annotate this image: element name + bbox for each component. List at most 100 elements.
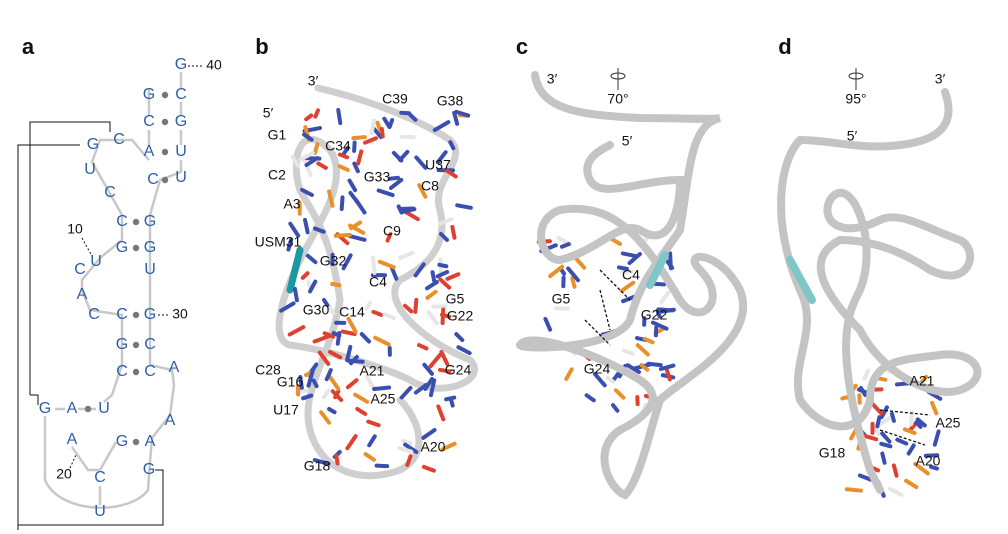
base-stick	[327, 304, 336, 316]
nucleotide: G	[39, 400, 51, 417]
base-stick	[915, 417, 927, 428]
residue-label: 3′	[547, 71, 558, 87]
base-stick	[880, 451, 887, 465]
base-stick	[403, 442, 419, 454]
residue-label: G32	[320, 253, 347, 269]
base-pair-dot	[161, 176, 169, 184]
base-stick	[430, 270, 437, 283]
nucleotide: A	[67, 400, 78, 417]
base-stick	[364, 300, 373, 311]
base-stick	[345, 434, 358, 451]
base-stick	[448, 140, 456, 151]
base-stick	[290, 154, 301, 169]
base-stick	[322, 297, 330, 308]
nucleotide: G	[143, 86, 155, 103]
base-stick	[543, 316, 553, 332]
base-stick	[862, 368, 871, 381]
base-stick	[375, 120, 383, 133]
base-stick	[437, 217, 454, 226]
base-stick	[359, 332, 372, 344]
nucleotide: C	[94, 469, 106, 486]
residue-label: A20	[916, 453, 941, 469]
base-stick	[620, 251, 639, 259]
base-stick	[625, 363, 642, 375]
base-stick	[336, 108, 343, 126]
residue-label: A25	[371, 391, 396, 407]
residue-label: G16	[277, 374, 304, 390]
base-stick	[417, 343, 429, 351]
base-stick	[659, 290, 671, 305]
base-stick	[337, 152, 350, 160]
base-stick	[337, 164, 350, 172]
residue-label: 5′	[263, 105, 274, 121]
backbone-tube	[515, 71, 747, 500]
base-stick	[621, 348, 635, 356]
base-stick	[919, 374, 929, 385]
base-stick	[352, 161, 360, 174]
modified-residue	[786, 256, 816, 304]
base-stick	[347, 178, 358, 193]
base-stick	[413, 297, 419, 314]
base-stick	[308, 279, 318, 294]
residue-label: G38	[437, 93, 464, 109]
nucleotide: C	[116, 363, 128, 380]
base-stick	[400, 438, 413, 446]
base-stick	[605, 375, 616, 384]
base-stick	[548, 264, 565, 279]
base-stick	[355, 406, 368, 416]
base-stick	[639, 362, 650, 372]
panel-letter: d	[778, 34, 791, 59]
base-stick	[382, 312, 396, 320]
base-stick	[340, 329, 357, 337]
base-stick	[932, 429, 941, 447]
base-stick	[327, 349, 343, 360]
nucleotide: C	[116, 213, 128, 230]
nucleotide: C	[144, 336, 156, 353]
residue-label: C9	[383, 223, 401, 239]
base-stick	[656, 307, 675, 313]
nucleotide: C	[144, 363, 156, 380]
base-stick	[564, 367, 574, 381]
residue-label: G18	[819, 445, 846, 461]
base-stick	[635, 343, 650, 357]
base-stick	[316, 161, 328, 170]
residue-label: C14	[339, 304, 365, 320]
residue-label: G18	[304, 458, 331, 474]
modified-residue	[286, 246, 304, 294]
base-stick	[402, 303, 414, 314]
base-stick	[437, 262, 449, 269]
base-stick	[658, 363, 676, 372]
base-stick	[301, 393, 314, 401]
residue-label: G24	[584, 361, 611, 377]
residue-label: G24	[445, 362, 472, 378]
base-stick	[300, 271, 310, 280]
base-stick	[379, 126, 385, 139]
residue-label: 5′	[622, 133, 633, 149]
base-stick	[432, 120, 451, 133]
base-stick	[422, 362, 434, 376]
residue-label: G5	[552, 291, 571, 307]
base-stick	[844, 487, 863, 493]
base-stick	[356, 149, 364, 166]
base-stick	[454, 109, 471, 118]
base-pair-dot	[132, 244, 140, 252]
base-stick	[339, 195, 345, 212]
tertiary-bracket	[29, 121, 111, 395]
nucleotide: G	[144, 213, 156, 230]
base-stick	[324, 368, 333, 382]
base-sticks	[279, 108, 943, 498]
base-stick	[387, 118, 395, 129]
residue-label: G30	[303, 302, 330, 318]
base-stick	[655, 308, 662, 319]
residue-label: A25	[936, 415, 961, 431]
base-stick	[444, 395, 457, 402]
h-bond	[599, 289, 611, 331]
base-stick	[928, 464, 939, 471]
base-stick	[873, 426, 882, 436]
nucleotide: A	[144, 143, 155, 160]
nucleotide: C	[88, 306, 100, 323]
base-stick	[399, 385, 413, 400]
residue-label: A3	[283, 196, 300, 212]
base-stick	[377, 259, 396, 270]
